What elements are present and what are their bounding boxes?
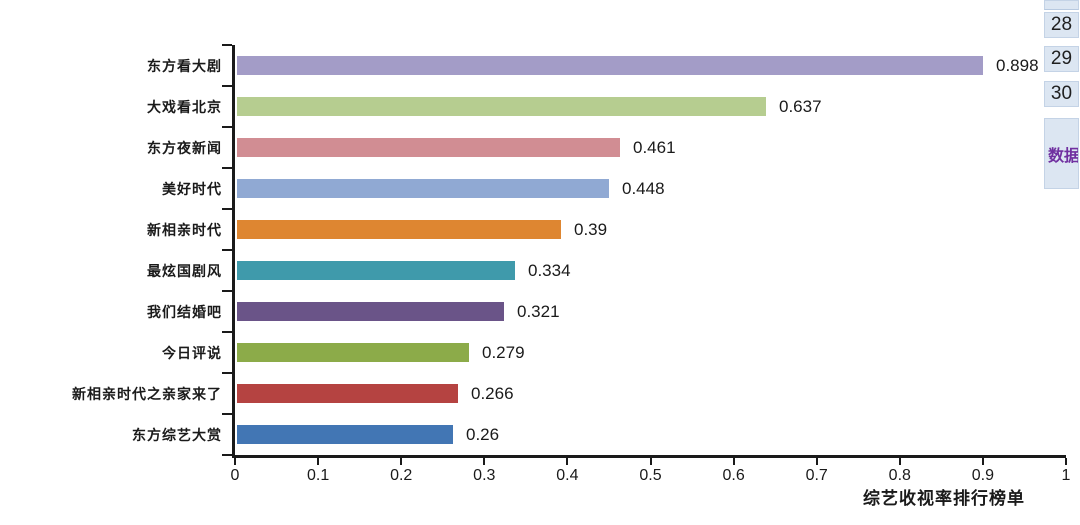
y-axis-tick xyxy=(222,126,232,128)
x-axis-tick-label: 0.5 xyxy=(639,467,662,484)
bar xyxy=(237,343,469,362)
y-axis-tick xyxy=(222,167,232,169)
y-axis-tick xyxy=(222,85,232,87)
bar-row: 东方夜新闻 0.461 xyxy=(147,127,1066,168)
x-axis-tick xyxy=(898,458,901,465)
x-axis-tick xyxy=(815,458,818,465)
category-label: 东方综艺大赏 xyxy=(132,427,222,444)
value-label: 0.266 xyxy=(471,383,514,403)
spreadsheet-strip: 28 29 30 数据 xyxy=(1044,0,1080,190)
x-axis-tick xyxy=(566,458,569,465)
x-axis-tick-label: 0.7 xyxy=(805,467,828,484)
row-header-28[interactable]: 28 xyxy=(1044,12,1079,38)
bar xyxy=(237,220,561,239)
category-label: 东方看大剧 xyxy=(147,58,222,75)
bar-row: 我们结婚吧 0.321 xyxy=(147,291,1066,332)
value-label: 0.448 xyxy=(622,178,665,198)
bar-row: 新相亲时代 0.39 xyxy=(147,209,1066,250)
y-axis-tick xyxy=(222,290,232,292)
bar-row: 最炫国剧风 0.334 xyxy=(147,250,1066,291)
x-axis-tick-label: 1 xyxy=(1061,467,1071,484)
sheet-tab-data[interactable]: 数据 xyxy=(1044,118,1079,189)
bar-row: 大戏看北京 0.637 xyxy=(147,86,1066,127)
bar-row: 新相亲时代之亲家来了 0.266 xyxy=(72,373,1066,414)
bar xyxy=(237,425,453,444)
category-label: 我们结婚吧 xyxy=(147,304,222,321)
y-axis-tick xyxy=(222,331,232,333)
x-axis-tick-label: 0.9 xyxy=(971,467,995,484)
x-axis-tick xyxy=(732,458,735,465)
x-axis-tick-label: 0.8 xyxy=(888,467,911,484)
category-label: 美好时代 xyxy=(162,181,222,198)
bar-row: 东方看大剧 0.898 xyxy=(147,45,1066,86)
y-axis-tick xyxy=(222,44,232,46)
category-label: 新相亲时代 xyxy=(147,222,222,239)
x-axis-tick xyxy=(649,458,652,465)
category-label: 大戏看北京 xyxy=(147,99,222,116)
bar xyxy=(237,179,609,198)
bar xyxy=(237,384,458,403)
bar-chart: 东方看大剧 0.898 大戏看北京 0.637 东方夜新闻 0.461 美好时代 0.448 新… xyxy=(72,44,1070,484)
x-axis-tick xyxy=(400,458,403,465)
bar-row: 东方综艺大赏 0.26 xyxy=(132,414,1066,455)
y-axis-tick xyxy=(222,249,232,251)
y-axis-tick xyxy=(222,454,232,456)
x-axis-tick xyxy=(234,458,236,465)
x-axis-tick xyxy=(483,458,486,465)
row-header-30[interactable]: 30 xyxy=(1044,81,1079,107)
value-label: 0.39 xyxy=(574,219,608,239)
y-axis-tick xyxy=(222,413,232,415)
x-axis-tick xyxy=(317,458,320,465)
x-axis-tick-label: 0.3 xyxy=(473,467,496,484)
value-label: 0.334 xyxy=(528,260,571,280)
row-header-29[interactable]: 29 xyxy=(1044,46,1079,72)
x-axis-tick-label: 0.6 xyxy=(722,467,745,484)
value-label: 0.898 xyxy=(996,55,1039,75)
x-axis-title: 综艺收视率排行榜单 xyxy=(863,489,1025,509)
category-label: 东方夜新闻 xyxy=(147,140,222,157)
value-label: 0.637 xyxy=(779,96,822,116)
value-label: 0.461 xyxy=(633,137,676,157)
x-axis-tick xyxy=(1065,458,1067,465)
value-label: 0.26 xyxy=(466,424,500,444)
row-header-partial xyxy=(1044,0,1079,10)
value-label: 0.321 xyxy=(517,301,560,321)
x-axis-tick-label: 0.4 xyxy=(556,467,579,484)
bar xyxy=(237,261,515,280)
category-label: 新相亲时代之亲家来了 xyxy=(72,386,222,403)
category-label: 最炫国剧风 xyxy=(147,263,222,280)
y-axis-tick xyxy=(222,208,232,210)
x-axis-tick-label: 0.1 xyxy=(306,467,330,484)
y-axis-tick xyxy=(222,372,232,374)
category-label: 今日评说 xyxy=(162,345,222,362)
bar-row: 今日评说 0.279 xyxy=(162,332,1066,373)
value-label: 0.279 xyxy=(482,342,525,362)
x-axis-tick-label: 0 xyxy=(230,467,240,484)
x-axis-tick xyxy=(981,458,984,465)
bar xyxy=(237,302,504,321)
bar xyxy=(237,56,983,75)
x-axis-tick-label: 0.2 xyxy=(390,467,413,484)
bar-row: 美好时代 0.448 xyxy=(162,168,1066,209)
bar xyxy=(237,138,620,157)
bar xyxy=(237,97,766,116)
